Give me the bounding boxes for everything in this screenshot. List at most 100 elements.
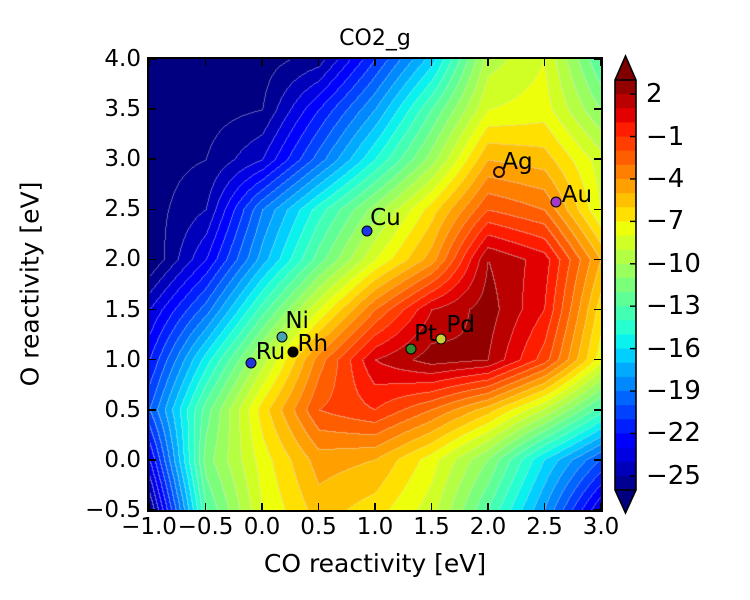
colorbar-tick-label: −22 (646, 418, 701, 449)
y-tick-right (594, 158, 601, 160)
x-tick-label: 0.0 (243, 514, 281, 540)
y-tick-right (594, 208, 601, 211)
colorbar-band (615, 376, 636, 392)
x-tick-label: −0.5 (177, 514, 234, 540)
colorbar-tick-label: −19 (646, 376, 701, 407)
x-tick-top (204, 59, 207, 66)
marker-pd (435, 333, 447, 345)
marker-rh (287, 346, 298, 358)
marker-label-ru: Ru (255, 338, 286, 365)
marker-label-pd: Pd (446, 311, 476, 338)
y-tick-left (149, 509, 156, 511)
x-tick-top (430, 59, 433, 66)
colorbar-band (615, 334, 636, 350)
y-tick-label: −0.5 (85, 497, 141, 523)
x-tick-top (317, 59, 320, 66)
marker-label-cu: Cu (370, 205, 401, 232)
x-tick-top (543, 59, 546, 66)
y-tick-right (594, 308, 601, 311)
y-tick-left (149, 58, 156, 60)
marker-ni (276, 331, 288, 343)
y-tick-label: 2.5 (104, 196, 141, 223)
colorbar-band (615, 433, 636, 449)
x-tick-top (600, 59, 602, 66)
colorbar-down-arrow (615, 490, 636, 513)
x-tick-bottom (487, 503, 489, 510)
marker-au (550, 196, 562, 208)
x-tick-label: 1.5 (413, 514, 450, 540)
colorbar-band (615, 80, 636, 95)
colorbar-tick-label: 2 (646, 79, 663, 110)
x-tick-top (487, 59, 489, 66)
x-tick-bottom (430, 503, 433, 510)
plot-title: CO2_g (339, 26, 411, 51)
colorbar-band (615, 447, 636, 463)
colorbar-band (615, 136, 636, 152)
colorbar-band (615, 362, 636, 378)
colorbar-band (615, 164, 636, 180)
x-tick-label: −1.0 (121, 514, 177, 540)
x-tick-bottom (261, 503, 263, 510)
colorbar-band (615, 94, 636, 109)
y-tick-left (149, 108, 156, 110)
marker-pt (405, 343, 417, 355)
x-tick-top (261, 59, 263, 66)
colorbar-band (615, 150, 636, 166)
marker-cu (361, 225, 373, 237)
colorbar-outline (614, 54, 637, 515)
y-axis-label: O reactivity [eV] (15, 181, 45, 387)
y-tick-label: 1.5 (104, 296, 141, 323)
colorbar-band (615, 122, 636, 138)
colorbar-tick-label: −13 (646, 291, 701, 322)
x-tick-label: 1.0 (356, 514, 394, 540)
x-tick-bottom (543, 503, 546, 510)
y-tick-right (594, 459, 601, 461)
colorbar-band (615, 235, 636, 251)
marker-label-ag: Ag (502, 149, 533, 176)
colorbar-band (615, 419, 636, 435)
y-tick-left (149, 358, 156, 361)
y-tick-left (149, 208, 156, 211)
marker-ru (245, 357, 257, 369)
y-tick-right (594, 409, 601, 411)
colorbar-band (615, 348, 636, 364)
colorbar-band (615, 461, 636, 477)
colorbar-band (615, 249, 636, 265)
y-tick-left (149, 308, 156, 311)
y-tick-right (594, 358, 601, 361)
y-tick-label: 0.5 (104, 396, 141, 423)
colorbar-band (615, 277, 636, 293)
colorbar-tick-label: −10 (646, 248, 701, 279)
y-tick-label: 4.0 (104, 46, 141, 72)
colorbar-band (615, 263, 636, 279)
y-tick-label: 0.0 (104, 446, 141, 473)
colorbar-band (615, 193, 636, 208)
y-tick-right (594, 58, 601, 60)
contour-plot-canvas (149, 59, 601, 510)
colorbar-band (615, 320, 636, 336)
marker-label-pt: Pt (414, 320, 438, 347)
x-tick-label: 0.5 (300, 514, 337, 540)
x-tick-label: 3.0 (582, 514, 620, 540)
colorbar-band (615, 306, 636, 321)
y-tick-left (149, 158, 156, 160)
colorbar-band (615, 178, 636, 194)
colorbar-band (615, 475, 636, 491)
y-tick-left (149, 459, 156, 461)
colorbar-band (615, 292, 636, 307)
marker-ag (493, 166, 506, 179)
colorbar-band (615, 221, 636, 237)
x-tick-bottom (317, 503, 320, 510)
x-axis-label: CO reactivity [eV] (263, 549, 487, 578)
colorbar-tick-label: −25 (646, 460, 701, 491)
y-tick-right (594, 108, 601, 110)
colorbar-up-arrow (615, 56, 636, 80)
colorbar-band (615, 405, 636, 420)
colorbar-band (615, 108, 636, 124)
x-tick-bottom (374, 503, 376, 510)
y-tick-left (149, 258, 156, 261)
colorbar-tick-label: −4 (646, 163, 685, 194)
colorbar-band (615, 207, 636, 222)
marker-label-au: Au (561, 182, 593, 209)
